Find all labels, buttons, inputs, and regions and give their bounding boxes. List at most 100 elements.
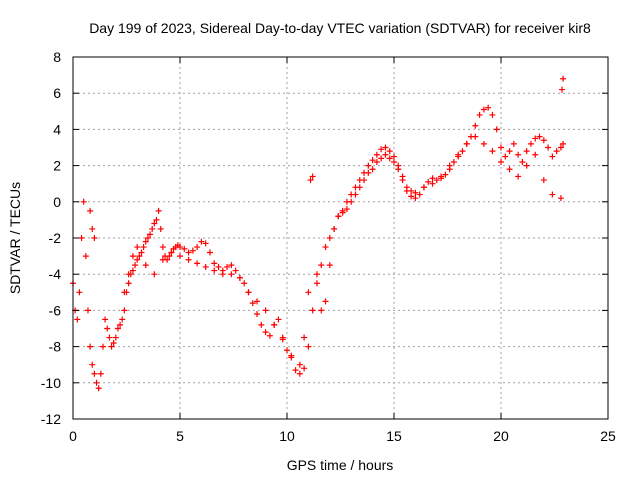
data-point [489,148,496,155]
data-point [177,253,183,260]
data-point [391,158,397,165]
data-point [95,385,102,392]
data-point [429,180,436,187]
data-point [147,231,154,238]
data-point [480,106,487,113]
data-point [386,148,393,155]
data-point [510,140,517,147]
y-axis-label: SDTVAR / TECUs [7,182,23,294]
y-tick-label: -2 [49,230,62,246]
data-point [560,140,567,147]
data-point [112,334,119,341]
data-point [532,135,539,142]
data-point [506,148,513,155]
data-point [322,298,329,305]
data-point [185,249,192,256]
data-point [254,311,261,318]
data-point [498,158,504,165]
data-point [386,155,393,162]
data-point [74,316,81,323]
data-point [412,195,419,202]
data-point [189,247,196,254]
data-point [378,146,385,153]
grid-lines [73,57,608,419]
data-point [498,144,504,151]
data-point [309,307,316,314]
data-point [489,111,496,118]
data-point [166,253,173,260]
data-point [142,238,149,245]
data-point [382,151,389,158]
data-point [540,177,547,184]
data-point [104,325,111,332]
y-tick-label: -6 [49,302,62,318]
data-point [549,191,556,198]
data-point [339,209,346,216]
data-point [515,151,522,158]
data-point [326,235,333,241]
data-point [91,370,98,377]
data-point [87,343,94,350]
data-point [93,379,100,386]
data-point [373,151,380,158]
data-point [168,249,175,256]
data-point [348,198,355,205]
data-point [144,235,151,241]
data-point [403,184,410,191]
data-point [125,271,132,278]
y-tick-label: -10 [41,375,61,391]
data-point [378,155,385,162]
data-point [506,166,513,173]
data-point [151,220,158,227]
data-point [296,361,303,368]
data-point [262,329,269,336]
y-tick-label: 2 [53,158,61,174]
data-point [194,244,201,251]
data-point [228,271,235,278]
data-point [206,249,213,256]
x-tick-label: 10 [279,428,295,444]
data-point [318,262,325,269]
data-point [450,158,457,165]
data-point [84,307,91,314]
x-tick-label: 20 [493,428,509,444]
data-point [307,177,314,184]
data-point [134,256,141,263]
data-point [80,198,87,205]
data-point [463,140,470,147]
data-point [472,122,479,129]
x-tick-label: 15 [386,428,402,444]
data-point [271,321,278,328]
data-point [429,175,436,182]
series-2 [87,75,567,368]
data-point [476,111,483,118]
data-point [87,207,94,214]
series-1 [70,104,567,392]
data-point [138,249,145,256]
chart-title: Day 199 of 2023, Sidereal Day-to-day VTE… [89,20,591,36]
data-point [472,133,479,140]
data-point [78,235,85,241]
data-point [202,240,209,247]
data-point [433,177,440,184]
data-point [140,244,147,251]
data-point [313,271,320,278]
data-point [369,157,376,164]
data-point [523,162,530,169]
data-point [442,171,449,178]
data-point [356,184,363,191]
x-axis-label: GPS time / hours [287,457,394,473]
data-point [519,158,526,165]
data-point [129,253,136,260]
data-point [395,166,402,173]
data-point [224,263,231,270]
x-tick-label: 25 [600,428,616,444]
data-point [185,256,192,263]
data-point [241,280,248,287]
data-point [502,153,509,160]
data-point [117,321,124,328]
y-tick-label: -4 [49,266,62,282]
data-point [110,339,117,346]
